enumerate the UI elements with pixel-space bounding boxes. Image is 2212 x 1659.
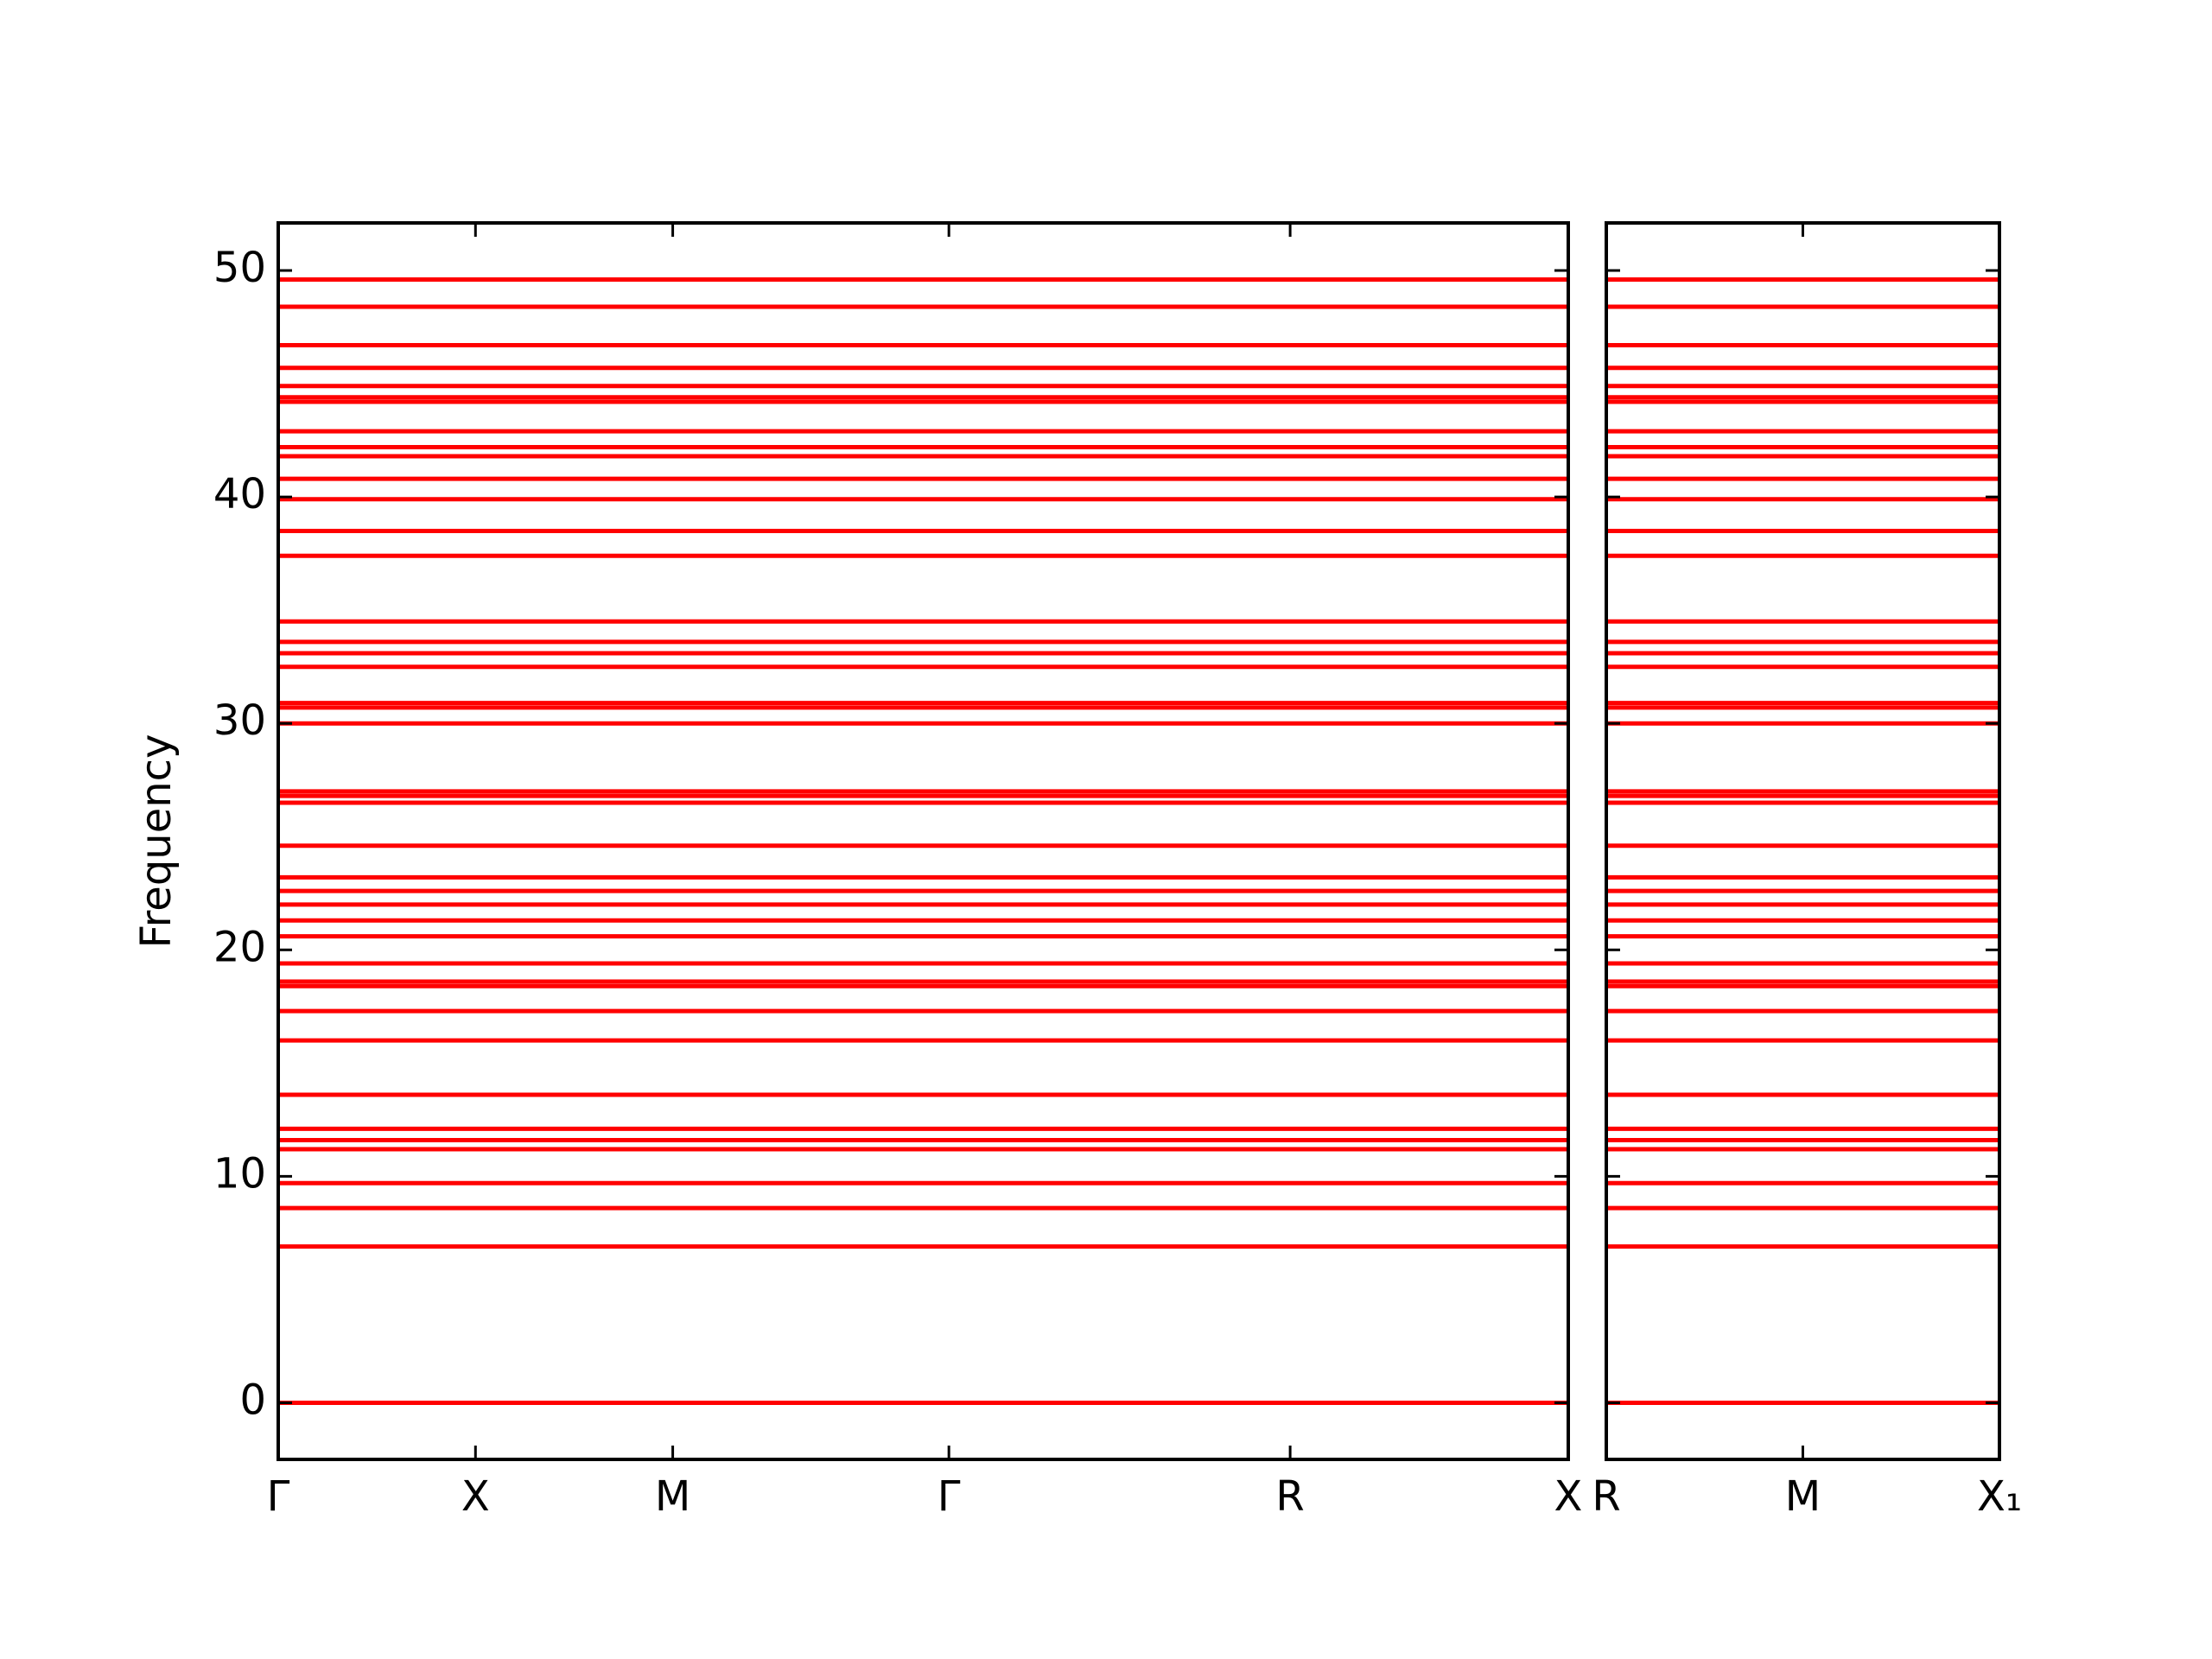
y-tick-label: 10 <box>213 1149 266 1198</box>
x-tick-label: R <box>1592 1472 1620 1521</box>
y-tick-label: 30 <box>213 696 266 745</box>
x-tick-label: Γ <box>267 1472 290 1521</box>
y-tick-label: 20 <box>213 923 266 971</box>
y-tick-label: 50 <box>213 244 266 292</box>
x-tick-label: M <box>1785 1472 1821 1521</box>
plot-frame <box>276 221 1570 1461</box>
x-tick-label: X <box>461 1472 490 1521</box>
y-axis-label: Frequency <box>132 734 181 949</box>
x-tick-label: X <box>1554 1472 1583 1521</box>
x-tick-label: R <box>1275 1472 1304 1521</box>
y-tick-label: 40 <box>213 470 266 518</box>
plot-frame <box>1605 221 2001 1461</box>
y-tick-label: 0 <box>239 1376 266 1424</box>
x-tick-label: M <box>655 1472 690 1521</box>
x-tick-label: Γ <box>938 1472 961 1521</box>
x-tick-label: X₁ <box>1977 1472 2022 1521</box>
